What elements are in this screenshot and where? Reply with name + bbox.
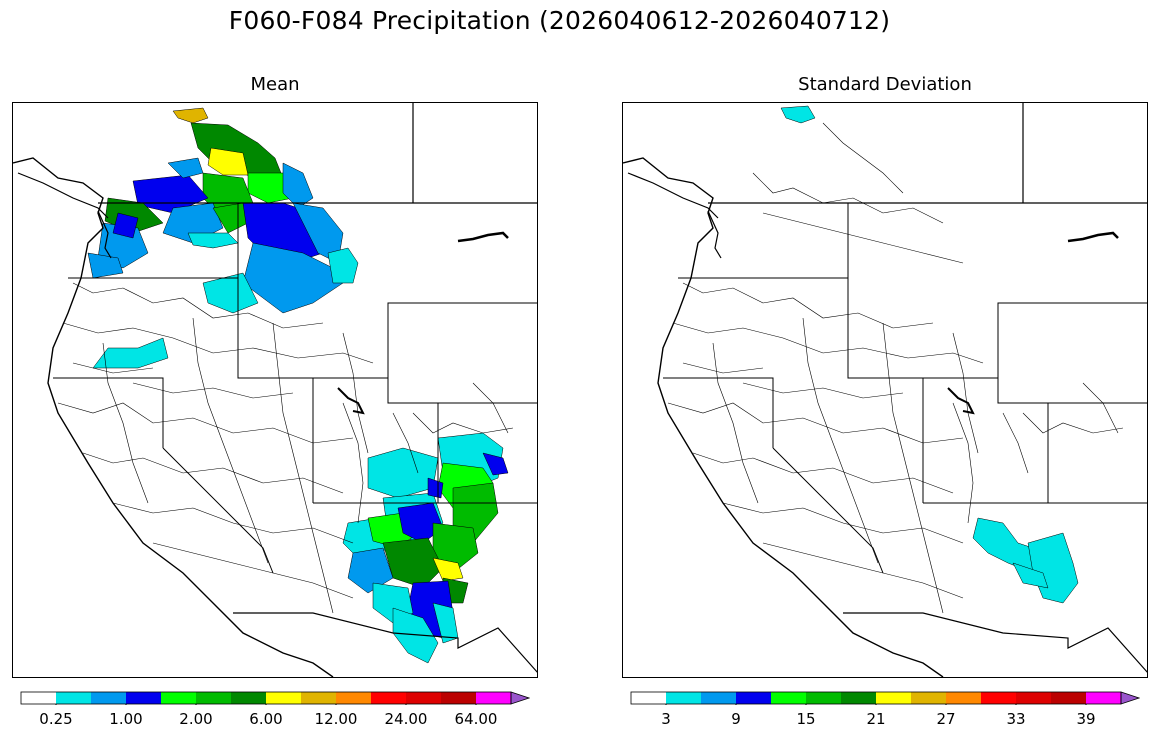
basin-region	[482, 452, 509, 476]
colorbar-segment	[701, 692, 736, 704]
basin-region	[247, 172, 294, 204]
colorbar-extend-arrow	[510, 691, 531, 705]
colorbar-segment	[1086, 692, 1121, 704]
colorbar-tick-label: 27	[936, 710, 956, 728]
figure-title: F060-F084 Precipitation (2026040612-2026…	[228, 6, 891, 35]
colorbar-segment	[406, 692, 441, 704]
panel-title-stddev: Standard Deviation	[798, 74, 972, 95]
colorbar-tick-label: 1.00	[109, 710, 143, 728]
basin-boundaries-stddev	[623, 103, 1147, 677]
basin-region	[172, 107, 209, 124]
basin-region	[327, 247, 359, 284]
shaded-basins-stddev	[780, 105, 1079, 604]
colorbar-tick-label: 24.00	[384, 710, 428, 728]
colorbar-tick-label: 6.00	[249, 710, 283, 728]
colorbar-segment	[21, 692, 56, 704]
basin-region	[367, 447, 439, 499]
colorbar-segment	[946, 692, 981, 704]
map-mean	[12, 102, 538, 678]
colorbar-segment	[196, 692, 231, 704]
colorbar-stddev-svg	[630, 691, 1141, 705]
colorbar-extend-arrow	[1120, 691, 1141, 705]
basin-region	[780, 105, 816, 124]
colorbar-tick-label: 21	[866, 710, 886, 728]
colorbar-segment	[876, 692, 911, 704]
colorbar-segment	[441, 692, 476, 704]
colorbar-tick-label: 12.00	[314, 710, 358, 728]
colorbar-mean-svg	[20, 691, 531, 705]
map-stddev-svg	[623, 103, 1147, 677]
panel-title-mean: Mean	[250, 74, 300, 95]
colorbar-segment	[666, 692, 701, 704]
colorbar-tick-label: 33	[1006, 710, 1026, 728]
colorbar-segment	[91, 692, 126, 704]
colorbar-tick-label: 9	[731, 710, 741, 728]
colorbar-tick-label: 15	[796, 710, 816, 728]
colorbar-tick-label: 64.00	[454, 710, 498, 728]
colorbar-segment	[371, 692, 406, 704]
basin-region	[187, 232, 239, 249]
colorbar-segment	[301, 692, 336, 704]
colorbar-segment	[336, 692, 371, 704]
map-mean-svg	[13, 103, 537, 677]
basin-region	[292, 202, 344, 264]
basin-region	[432, 557, 464, 582]
colorbar-tick-label: 2.00	[179, 710, 213, 728]
colorbar-tick-label: 3	[661, 710, 671, 728]
colorbar-segment	[476, 692, 511, 704]
colorbar-segment	[266, 692, 301, 704]
colorbar-tick-label: 39	[1076, 710, 1096, 728]
shaded-basins-mean	[87, 107, 509, 664]
colorbar-segment	[161, 692, 196, 704]
basin-boundaries-mean	[13, 103, 537, 677]
colorbar-tick-label: 0.25	[39, 710, 73, 728]
colorbar-segment	[56, 692, 91, 704]
basin-region	[382, 537, 444, 589]
colorbar-stddev	[630, 690, 1141, 705]
colorbar-segment	[231, 692, 266, 704]
colorbar-segment	[1051, 692, 1086, 704]
colorbar-segment	[841, 692, 876, 704]
basin-region	[1027, 532, 1079, 604]
basin-region	[1012, 562, 1049, 589]
basin-region	[282, 162, 314, 209]
colorbar-segment	[981, 692, 1016, 704]
basin-region	[207, 147, 249, 176]
map-stddev	[622, 102, 1148, 678]
colorbar-segment	[1016, 692, 1051, 704]
colorbar-segment	[126, 692, 161, 704]
colorbar-segment	[806, 692, 841, 704]
colorbar-segment	[631, 692, 666, 704]
colorbar-segment	[771, 692, 806, 704]
basin-region	[202, 272, 259, 314]
colorbar-segment	[911, 692, 946, 704]
basin-region	[167, 157, 204, 179]
basin-region	[87, 252, 124, 279]
colorbar-segment	[736, 692, 771, 704]
colorbar-mean	[20, 690, 531, 705]
basin-region	[112, 212, 139, 239]
